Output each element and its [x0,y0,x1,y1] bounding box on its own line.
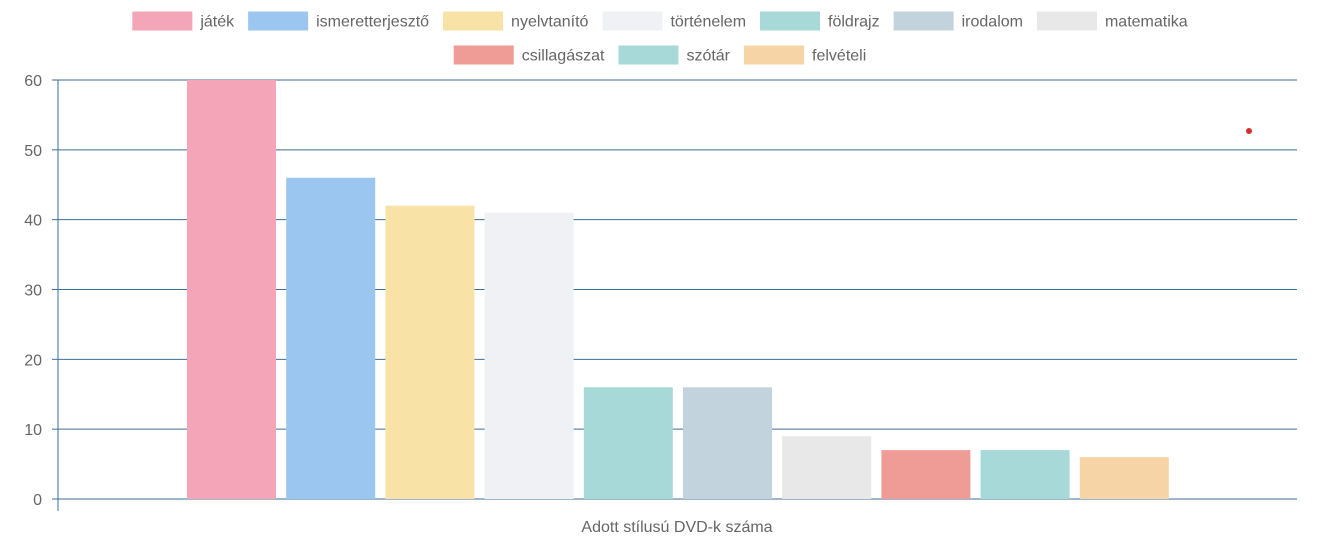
legend-swatch[interactable] [443,11,504,31]
legend-swatch[interactable] [1036,11,1097,31]
legend-label[interactable]: matematika [1105,14,1188,31]
bar-6 [782,436,872,499]
legend: játék ismeretterjesztő nyelvtanító történel… [132,11,1188,65]
bar-1 [286,177,376,499]
bar-3 [484,212,574,499]
bar-9 [1079,457,1169,499]
y-tick-label: 50 [24,143,42,160]
x-axis-title: Adott stílusú DVD-k száma [581,519,772,536]
y-axis-ticks: 0 10 20 30 40 50 60 [24,73,58,509]
legend-swatch[interactable] [618,45,679,65]
legend-swatch[interactable] [760,11,821,31]
y-tick-label: 60 [24,73,42,90]
bar-8 [980,450,1070,499]
legend-label[interactable]: szótár [686,48,730,65]
legend-swatch[interactable] [602,11,663,31]
y-tick-label: 40 [24,213,42,230]
legend-swatch[interactable] [744,45,805,65]
bar-0 [187,80,276,499]
bar-5 [683,387,772,499]
legend-label[interactable]: csillagászat [522,48,605,65]
legend-swatch[interactable] [248,11,309,31]
red-dot-marker [1246,128,1252,134]
y-tick-label: 30 [24,283,42,300]
y-tick-label: 20 [24,352,42,369]
y-tick-label: 10 [24,422,42,439]
legend-label[interactable]: irodalom [962,14,1023,31]
legend-label[interactable]: játék [199,14,235,31]
legend-swatch[interactable] [453,45,514,65]
bar-2 [385,205,475,499]
legend-label[interactable]: felvételi [812,48,866,65]
bar-4 [583,387,673,499]
legend-label[interactable]: ismeretterjesztő [316,14,429,31]
legend-label[interactable]: történelem [670,14,746,31]
legend-label[interactable]: nyelvtanító [511,14,588,31]
bars [187,80,1169,499]
y-tick-label: 0 [33,492,42,509]
legend-swatch[interactable] [132,11,193,31]
bar-7 [881,450,971,499]
legend-label[interactable]: földrajz [828,14,880,31]
legend-swatch[interactable] [893,11,954,31]
